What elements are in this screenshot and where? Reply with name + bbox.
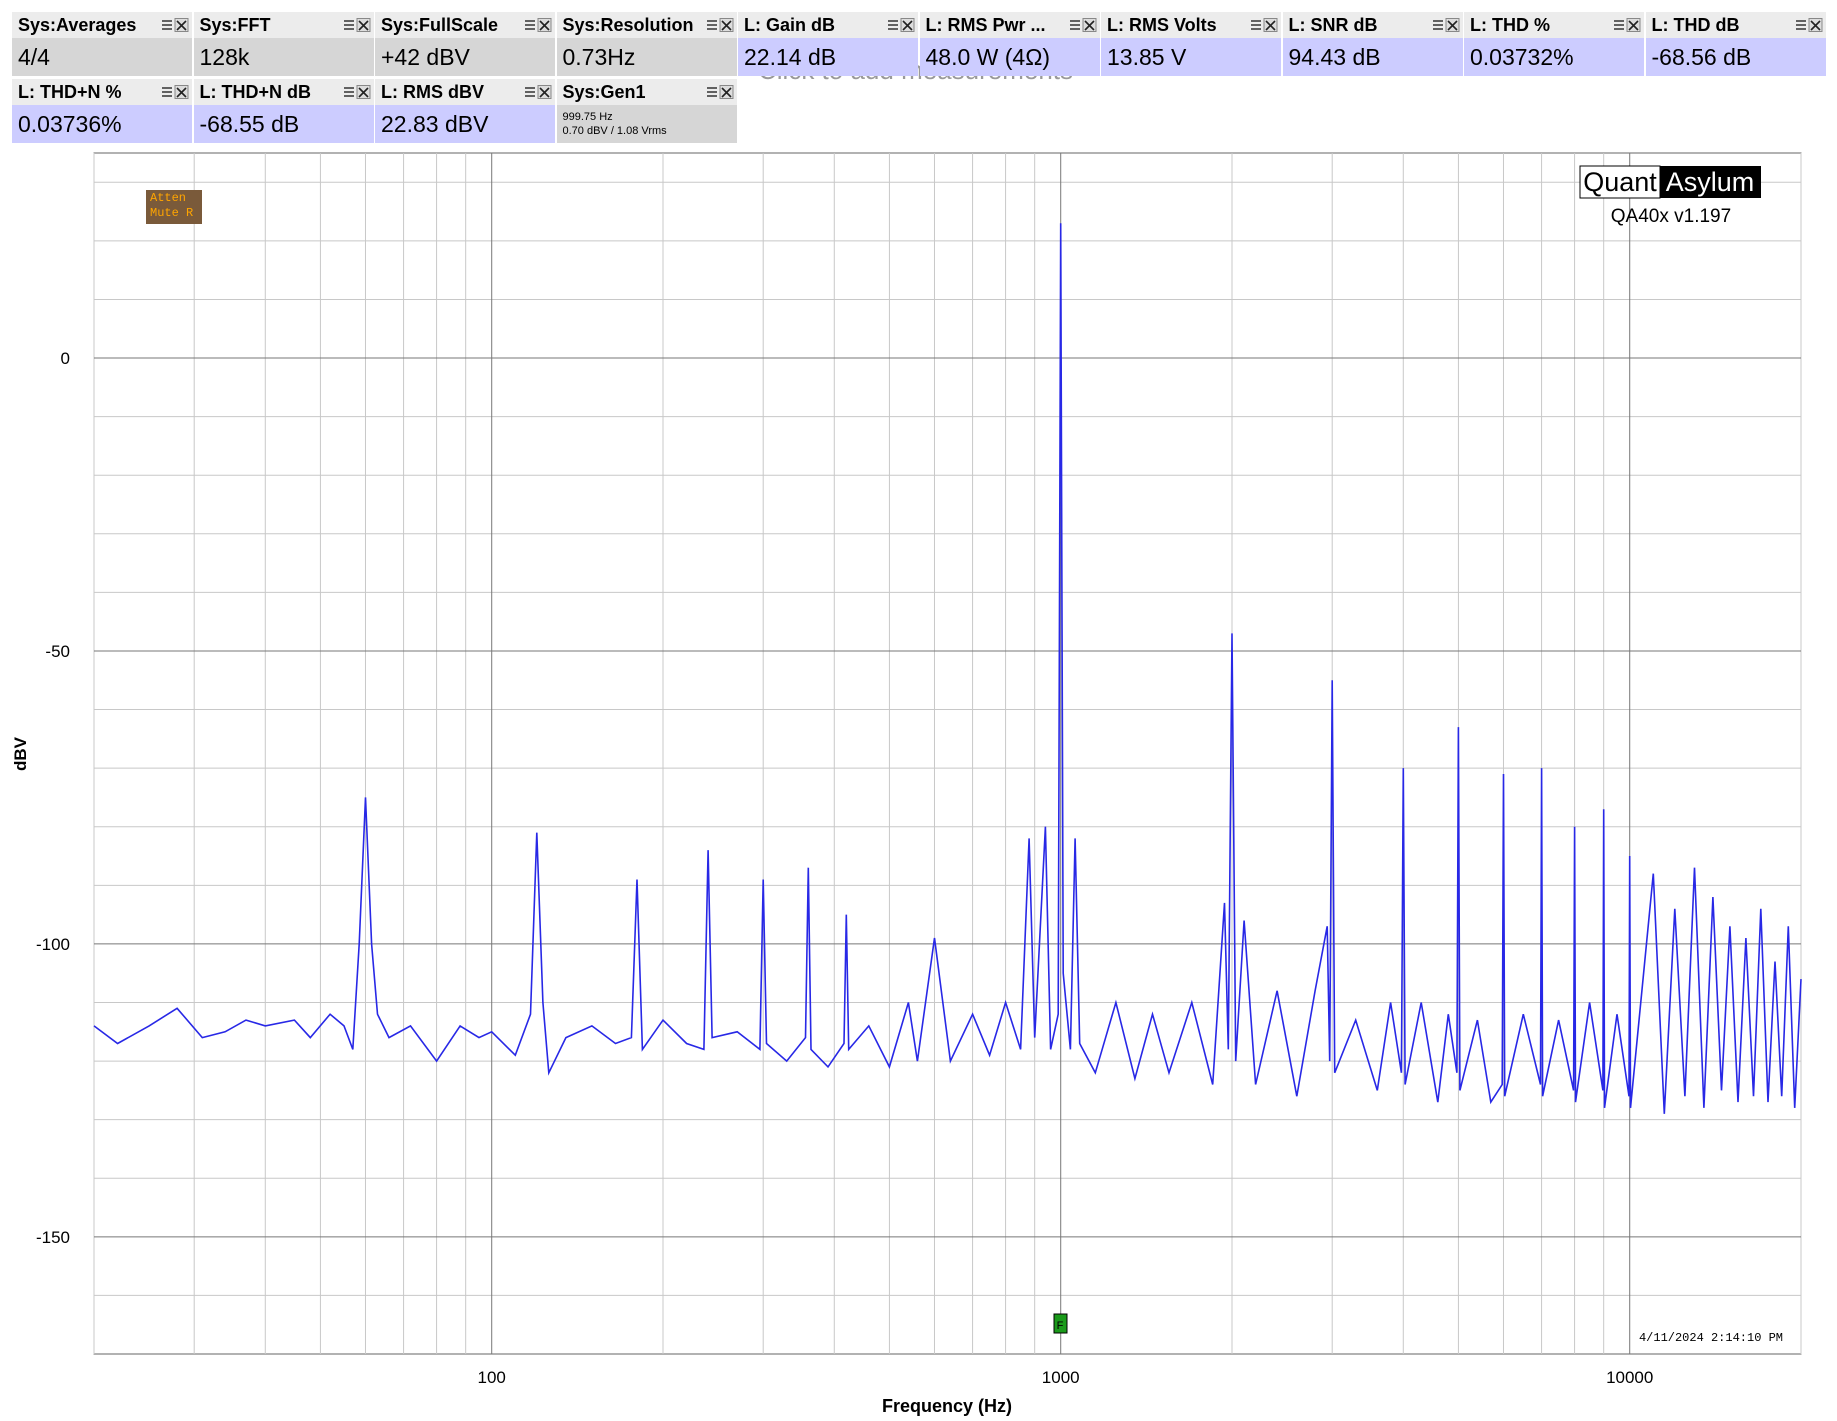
panel-icons[interactable]	[524, 18, 552, 32]
plot-frame	[93, 152, 1802, 1355]
measurement-panel[interactable]: L: THD % 0.03732%	[1464, 12, 1644, 76]
close-icon	[1809, 20, 1821, 31]
measurement-panel[interactable]: L: RMS dBV 22.83 dBV	[375, 79, 555, 143]
panel-icons[interactable]	[343, 18, 371, 32]
x-tick-label: 100	[478, 1368, 506, 1387]
measurement-panel[interactable]: L: THD+N % 0.03736%	[12, 79, 192, 143]
badge-text: Mute R	[150, 206, 193, 220]
close-icon	[720, 20, 732, 31]
measurement-panel[interactable]: Sys:Gen1 999.75 Hz 0.70 dBV / 1.08 Vrms	[556, 79, 737, 143]
panel-value: 48.0 W (4Ω)	[919, 38, 1100, 76]
panel-icons[interactable]	[1795, 18, 1823, 32]
panel-title: Sys:FFT	[193, 12, 374, 38]
close-icon	[539, 87, 550, 98]
panel-value: 22.83 dBV	[375, 105, 555, 143]
y-tick-label: -50	[45, 642, 70, 661]
panel-value: 0.73Hz	[556, 38, 737, 76]
panel-value: 22.14 dB	[738, 38, 918, 76]
measurement-panel[interactable]: L: RMS Volts 13.85 V	[1101, 12, 1281, 76]
panel-icons[interactable]	[887, 18, 915, 32]
x-axis-label: Frequency (Hz)	[882, 1396, 1012, 1416]
panel-value: 0.03732%	[1464, 38, 1644, 76]
panel-icons[interactable]	[706, 18, 734, 32]
close-icon	[357, 20, 369, 31]
close-icon	[902, 20, 913, 31]
panel-icons[interactable]	[1432, 18, 1460, 32]
close-icon	[1083, 20, 1095, 31]
panel-title: L: Gain dB	[738, 12, 918, 38]
panel-value: -68.56 dB	[1645, 38, 1826, 76]
y-tick-label: -150	[36, 1228, 70, 1247]
measurement-panel[interactable]: L: RMS Pwr ... 48.0 W (4Ω)	[919, 12, 1100, 76]
panel-line: 0.70 dBV / 1.08 Vrms	[562, 125, 667, 137]
marker[interactable]	[1053, 1313, 1068, 1334]
measurement-panel[interactable]: L: THD+N dB -68.55 dB	[193, 79, 374, 143]
logo-left: Quant	[1583, 167, 1657, 197]
y-tick-label: -100	[36, 935, 70, 954]
panel-title: Sys:Averages	[12, 12, 192, 38]
measurement-panel[interactable]: Sys:FFT 128k	[193, 12, 374, 76]
y-tick-label: 0	[61, 349, 70, 368]
plot	[93, 223, 1802, 1114]
y-axis-label: dBV	[11, 736, 30, 771]
close-icon	[720, 87, 732, 98]
panel-icons[interactable]	[1069, 18, 1097, 32]
panel-icons[interactable]	[524, 85, 552, 99]
panel-title: L: RMS dBV	[375, 79, 555, 105]
panel-value: 128k	[193, 38, 374, 76]
panel-icons[interactable]	[161, 18, 189, 32]
panel-title: L: THD+N %	[12, 79, 192, 105]
panel-value: +42 dBV	[375, 38, 555, 76]
close-icon	[176, 87, 187, 98]
x-tick-label: 10000	[1606, 1368, 1653, 1387]
panel-icons[interactable]	[343, 85, 371, 99]
panel-title: L: THD+N dB	[193, 79, 374, 105]
panel-icons[interactable]	[1613, 18, 1641, 32]
panel-value: -68.55 dB	[193, 105, 374, 143]
panel-value: 4/4	[12, 38, 192, 76]
close-icon	[1446, 20, 1458, 31]
logo-right: Asylum	[1666, 167, 1755, 197]
panel-title: L: RMS Pwr ...	[919, 12, 1100, 38]
measurement-panel[interactable]: Sys:FullScale +42 dBV	[375, 12, 555, 76]
timestamp: 4/11/2024 2:14:10 PM	[1639, 1331, 1783, 1345]
panel-title: Sys:Resolution	[556, 12, 737, 38]
marker-label[interactable]: F	[1057, 1320, 1064, 1332]
close-icon	[357, 87, 369, 98]
panel-title: L: RMS Volts	[1101, 12, 1281, 38]
badge-text: Atten	[150, 191, 186, 205]
panel-value: 13.85 V	[1101, 38, 1281, 76]
measurement-panel[interactable]: L: THD dB -68.56 dB	[1645, 12, 1826, 76]
panel-icons[interactable]	[1250, 18, 1278, 32]
x-tick-label: 1000	[1042, 1368, 1080, 1387]
close-icon	[1265, 20, 1276, 31]
measurement-panel[interactable]: Sys:Resolution 0.73Hz	[556, 12, 737, 76]
panel-title: L: SNR dB	[1282, 12, 1463, 38]
spectrum-line	[93, 223, 1802, 1114]
measurement-panel[interactable]: L: Gain dB 22.14 dB	[738, 12, 918, 76]
panel-title: L: THD dB	[1645, 12, 1826, 38]
measurement-panel[interactable]: Sys:Averages 4/4	[12, 12, 192, 76]
panel-title: L: THD %	[1464, 12, 1644, 38]
close-icon	[1628, 20, 1639, 31]
measurement-panel[interactable]: L: SNR dB 94.43 dB	[1282, 12, 1463, 76]
panel-value: 94.43 dB	[1282, 38, 1463, 76]
logo-box	[1660, 166, 1761, 198]
panel-title: Sys:FullScale	[375, 12, 555, 38]
logo-box	[1579, 165, 1661, 199]
version: QA40x v1.197	[1611, 206, 1731, 227]
badge	[146, 190, 202, 224]
panel-value: 999.75 Hz 0.70 dBV / 1.08 Vrms	[556, 105, 737, 143]
close-icon	[176, 20, 187, 31]
panel-icons[interactable]	[161, 85, 189, 99]
panel-line: 999.75 Hz	[562, 111, 613, 123]
close-icon	[539, 20, 550, 31]
panel-value: 0.03736%	[12, 105, 192, 143]
panel-icons[interactable]	[706, 85, 734, 99]
panel-title: Sys:Gen1	[556, 79, 737, 105]
